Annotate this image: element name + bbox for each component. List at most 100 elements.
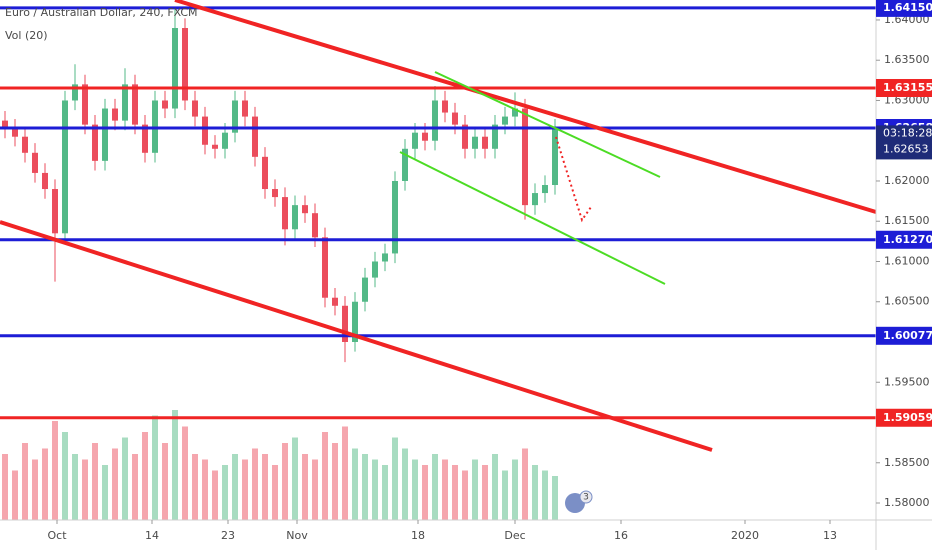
candle-body — [32, 152, 38, 173]
volume-bar — [272, 465, 278, 520]
candle-body — [392, 180, 398, 254]
candle-body — [62, 100, 68, 234]
candle-body — [542, 185, 548, 194]
candle-body — [282, 197, 288, 230]
candle-body — [82, 84, 88, 125]
volume-bar — [452, 465, 458, 520]
level-tag — [876, 230, 932, 249]
candle-body — [492, 124, 498, 149]
level-tag — [876, 408, 932, 427]
volume-bar — [542, 470, 548, 520]
volume-bar — [312, 459, 318, 520]
volume-bar — [212, 470, 218, 520]
level-tag — [876, 0, 932, 17]
volume-bar — [142, 432, 148, 520]
candle-body — [512, 108, 518, 117]
volume-bar — [332, 443, 338, 520]
x-tick-label: 13 — [823, 529, 837, 542]
candle-body — [272, 189, 278, 198]
y-tick-label: 1.59500 — [884, 375, 930, 388]
volume-bar — [482, 465, 488, 520]
candle-body — [42, 172, 48, 190]
candle-body — [142, 124, 148, 153]
candle-body — [122, 84, 128, 121]
x-tick-label: 2020 — [731, 529, 759, 542]
channel-line — [399, 151, 666, 285]
candle-body — [342, 305, 348, 342]
x-tick-label: Dec — [504, 529, 525, 542]
badge-count[interactable]: 3 — [583, 493, 589, 503]
axis-layer: 1.640001.635001.630001.620001.615001.610… — [47, 0, 932, 542]
candle-body — [462, 124, 468, 149]
volume-bar — [302, 454, 308, 520]
candle-body — [382, 253, 388, 262]
y-tick-label: 1.58500 — [884, 456, 930, 469]
candle-body — [522, 108, 528, 206]
level-layer — [0, 6, 876, 420]
candle-body — [332, 297, 338, 306]
volume-bar — [242, 459, 248, 520]
volume-bar — [262, 454, 268, 520]
volume-label: Vol (20) — [5, 29, 48, 42]
candle-body — [422, 132, 428, 141]
candle-body — [12, 128, 18, 137]
volume-bar — [72, 454, 78, 520]
candle-body — [502, 116, 508, 125]
volume-bar — [412, 459, 418, 520]
candle-body — [212, 144, 218, 149]
candle-body — [192, 100, 198, 117]
candle-body — [352, 301, 358, 342]
candle-body — [202, 116, 208, 145]
candle-body — [452, 112, 458, 125]
forecast-arrow — [555, 136, 592, 223]
volume-bar — [282, 443, 288, 520]
candle-body — [102, 108, 108, 161]
volume-bar — [512, 459, 518, 520]
y-tick-label: 1.60500 — [884, 295, 930, 308]
level-tag — [876, 78, 932, 97]
volume-bar — [492, 454, 498, 520]
candle-body — [552, 128, 558, 186]
candle-body — [252, 116, 258, 157]
candle-body — [22, 136, 28, 153]
x-tick-label: Nov — [286, 529, 308, 542]
x-tick-label: Oct — [47, 529, 67, 542]
candle-body — [402, 148, 408, 181]
volume-bar — [362, 454, 368, 520]
chart-title: Euro / Australian Dollar, 240, FXCM — [5, 6, 198, 19]
volume-bar — [62, 432, 68, 520]
candle-body — [222, 132, 228, 149]
badge-count-bg[interactable] — [579, 490, 593, 504]
level-label: 1.60077 — [883, 329, 932, 342]
candle-body — [52, 189, 58, 234]
volume-bar — [442, 459, 448, 520]
volume-bar — [502, 470, 508, 520]
candle-body — [112, 108, 118, 121]
candle-body — [262, 156, 268, 190]
volume-bar — [132, 454, 138, 520]
volume-layer — [2, 410, 558, 520]
volume-bar — [42, 448, 48, 520]
candle-body — [362, 277, 368, 302]
volume-bar — [252, 448, 258, 520]
volume-bar — [152, 415, 158, 520]
x-tick-label: 14 — [145, 529, 159, 542]
volume-bar — [322, 432, 328, 520]
volume-bar — [532, 465, 538, 520]
events-badge[interactable]: 3 — [565, 490, 593, 513]
volume-bar — [32, 459, 38, 520]
candle-body — [242, 100, 248, 117]
candle-body — [162, 100, 168, 109]
volume-bar — [52, 421, 58, 520]
volume-bar — [402, 448, 408, 520]
volume-bar — [102, 465, 108, 520]
candle-body — [472, 136, 478, 149]
trend-line — [0, 220, 713, 452]
volume-bar — [2, 454, 8, 520]
candle-body — [532, 193, 538, 206]
volume-bar — [92, 443, 98, 520]
volume-bar — [392, 437, 398, 520]
trend-line — [174, 0, 877, 214]
